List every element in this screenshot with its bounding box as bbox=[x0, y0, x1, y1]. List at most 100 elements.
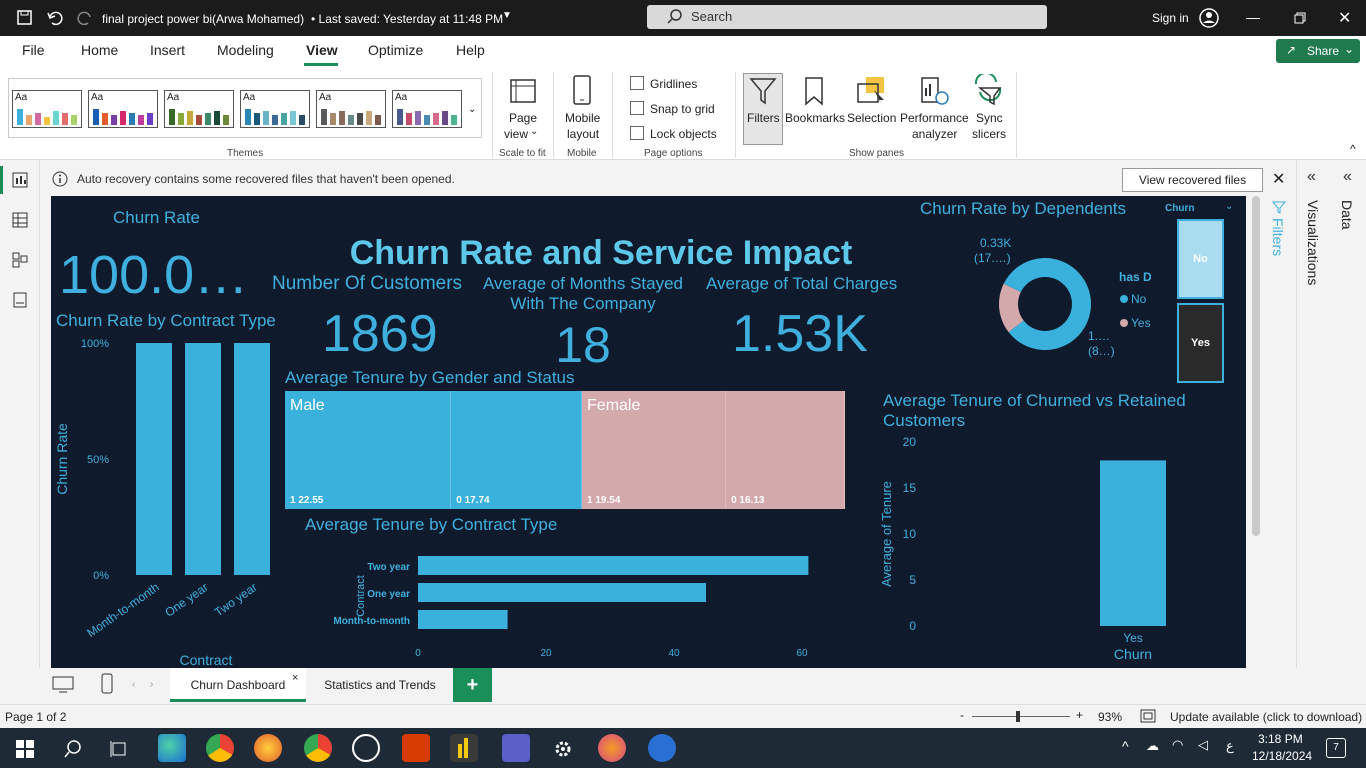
legend-marker[interactable] bbox=[1120, 295, 1128, 303]
theme-2[interactable]: Aa bbox=[88, 90, 158, 128]
contract-churn-bar-chart[interactable]: 100% 50% 0% Churn Rate Month-to-month One yea… bbox=[51, 333, 283, 668]
menu-home[interactable]: Home bbox=[81, 42, 119, 58]
performance-label[interactable]: Performance bbox=[900, 111, 969, 125]
clock-date[interactable]: 12/18/2024 bbox=[1252, 749, 1313, 763]
filters-pane-button[interactable] bbox=[743, 73, 783, 145]
menu-file[interactable]: File bbox=[22, 42, 45, 58]
zoom-slider-thumb[interactable] bbox=[1016, 711, 1020, 722]
slicer-option-no[interactable]: No bbox=[1177, 219, 1224, 299]
theme-1[interactable]: Aa bbox=[12, 90, 82, 128]
desktop-layout-icon[interactable] bbox=[52, 676, 74, 694]
selection-label[interactable]: Selection bbox=[847, 111, 897, 125]
menu-help[interactable]: Help bbox=[456, 42, 485, 58]
filters-pane-tab[interactable]: Filters bbox=[1268, 196, 1292, 316]
churned-tenure-bar[interactable] bbox=[1100, 460, 1166, 626]
theme-4[interactable]: Aa bbox=[240, 90, 310, 128]
slicer-chevron-icon[interactable]: ⌄ bbox=[1225, 201, 1234, 212]
snap-checkbox[interactable] bbox=[630, 101, 644, 115]
zoom-out-button[interactable]: - bbox=[960, 708, 964, 722]
windows-start-icon[interactable] bbox=[16, 740, 34, 758]
edge-icon[interactable] bbox=[158, 734, 186, 762]
zoom-in-button[interactable]: + bbox=[1076, 708, 1084, 722]
prev-page-icon[interactable]: ‹ bbox=[132, 679, 136, 690]
page-view-icon[interactable] bbox=[508, 76, 538, 106]
share-button[interactable]: ↗ Share ⌄ bbox=[1276, 39, 1360, 63]
task-view-icon[interactable] bbox=[110, 740, 128, 758]
mobile-label-2[interactable]: layout bbox=[567, 127, 600, 141]
performance-analyzer-icon[interactable] bbox=[918, 76, 950, 106]
menu-optimize[interactable]: Optimize bbox=[368, 42, 424, 58]
model-view-icon[interactable] bbox=[12, 252, 28, 268]
lock-checkbox[interactable] bbox=[630, 126, 644, 140]
collapse-ribbon-icon[interactable]: ^ bbox=[1350, 142, 1356, 156]
chrome-profile-icon[interactable] bbox=[304, 734, 332, 762]
bookmark-icon[interactable] bbox=[802, 76, 826, 106]
sync-label[interactable]: Sync bbox=[976, 111, 1003, 125]
undo-icon[interactable] bbox=[46, 9, 64, 27]
menu-modeling[interactable]: Modeling bbox=[217, 42, 274, 58]
settings-gear-icon[interactable] bbox=[552, 738, 574, 760]
clock-time[interactable]: 3:18 PM bbox=[1258, 732, 1303, 746]
tab-churn-dashboard[interactable]: Churn Dashboard bbox=[170, 668, 306, 702]
performance-label-2[interactable]: analyzer bbox=[912, 127, 958, 141]
expand-visualizations-icon[interactable]: « bbox=[1307, 168, 1316, 185]
tenure-contract-bar-chart[interactable]: Two year One year Month-to-month 0 20 40 60 Con… bbox=[285, 541, 845, 661]
menu-insert[interactable]: Insert bbox=[150, 42, 186, 58]
add-page-button[interactable]: + bbox=[453, 668, 492, 702]
volume-icon[interactable]: ◁ bbox=[1198, 737, 1208, 752]
donut-slice-yes[interactable] bbox=[999, 283, 1024, 333]
gender-treemap[interactable]: 1 22.55 0 17.74 Male 1 19.54 0 16.13 Female bbox=[285, 391, 845, 509]
notification-badge[interactable]: 7 bbox=[1326, 738, 1346, 758]
network-icon[interactable]: ☁ bbox=[1146, 738, 1159, 753]
phone-layout-icon[interactable] bbox=[100, 673, 114, 695]
dax-query-view-icon[interactable] bbox=[12, 292, 28, 308]
contract-bar[interactable] bbox=[185, 343, 221, 575]
tenure-contract-bar[interactable] bbox=[418, 583, 706, 602]
last-saved[interactable]: • Last saved: Yesterday at 11:48 PM bbox=[311, 12, 504, 26]
visualizations-pane-label[interactable]: Visualizations bbox=[1305, 200, 1321, 286]
page-view-chevron-icon[interactable]: ⌄ bbox=[530, 126, 539, 137]
treemap-cell[interactable]: 1 22.55 bbox=[285, 391, 452, 509]
menu-view[interactable]: View bbox=[306, 42, 338, 58]
slicer-option-yes[interactable]: Yes bbox=[1177, 303, 1224, 383]
legend-marker[interactable] bbox=[1120, 319, 1128, 327]
zoom-slider[interactable] bbox=[972, 716, 1070, 717]
chrome-icon[interactable] bbox=[206, 734, 234, 762]
teams-icon[interactable] bbox=[502, 734, 530, 762]
show-hidden-icons-icon[interactable]: ^ bbox=[1122, 738, 1129, 754]
treemap-cell[interactable]: 0 16.13 bbox=[726, 391, 845, 509]
vertical-scrollbar[interactable] bbox=[1252, 196, 1260, 536]
power-bi-icon[interactable] bbox=[450, 734, 478, 762]
contract-bar[interactable] bbox=[234, 343, 270, 575]
gridlines-checkbox[interactable] bbox=[630, 76, 644, 90]
media-player-icon[interactable] bbox=[648, 734, 676, 762]
theme-6[interactable]: Aa bbox=[392, 90, 462, 128]
sync-slicers-icon[interactable] bbox=[972, 74, 1004, 106]
page-view-label-2[interactable]: view bbox=[504, 127, 529, 141]
language-indicator[interactable]: ع bbox=[1226, 738, 1234, 753]
account-icon[interactable] bbox=[1198, 7, 1220, 29]
taskbar-search-icon[interactable] bbox=[64, 740, 82, 758]
sync-label-2[interactable]: slicers bbox=[972, 127, 1007, 141]
close-window-icon[interactable]: ✕ bbox=[1338, 10, 1352, 27]
update-available-link[interactable]: Update available (click to download) bbox=[1170, 710, 1363, 724]
minimize-icon[interactable]: — bbox=[1246, 9, 1260, 25]
view-recovered-files-button[interactable]: View recovered files bbox=[1122, 168, 1263, 192]
next-page-icon[interactable]: › bbox=[150, 679, 154, 690]
treemap-cell[interactable]: 0 17.74 bbox=[451, 391, 583, 509]
page-view-label[interactable]: Page bbox=[509, 111, 538, 125]
close-tab-icon[interactable]: × bbox=[292, 672, 299, 684]
firefox-icon[interactable] bbox=[254, 734, 282, 762]
table-view-icon[interactable] bbox=[12, 212, 28, 228]
close-notice-icon[interactable]: ✕ bbox=[1272, 171, 1286, 188]
wifi-icon[interactable]: ◠ bbox=[1172, 737, 1184, 752]
tenure-contract-bar[interactable] bbox=[418, 556, 809, 575]
redo-icon[interactable] bbox=[76, 9, 94, 27]
fit-to-page-icon[interactable] bbox=[1140, 709, 1156, 723]
themes-expand-icon[interactable]: ⌄ bbox=[468, 104, 477, 115]
save-icon[interactable] bbox=[16, 9, 34, 27]
selection-icon[interactable] bbox=[856, 76, 888, 106]
donut-slice-no[interactable] bbox=[1003, 258, 1091, 350]
chevron-down-icon[interactable]: ▼ bbox=[502, 10, 512, 21]
